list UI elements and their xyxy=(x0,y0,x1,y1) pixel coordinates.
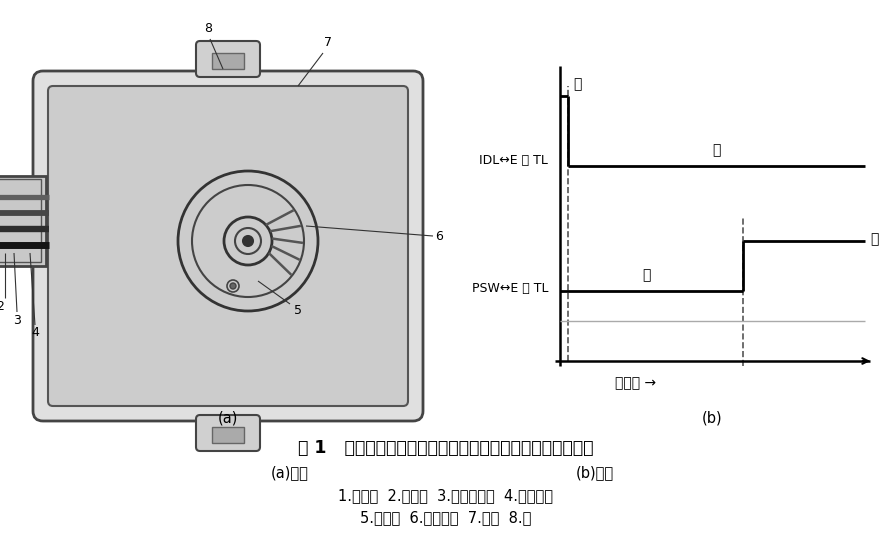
Text: 通: 通 xyxy=(573,77,581,91)
Text: (a): (a) xyxy=(218,410,238,425)
Text: 2: 2 xyxy=(0,300,4,312)
FancyBboxPatch shape xyxy=(196,415,260,451)
Text: 断: 断 xyxy=(713,143,721,157)
Polygon shape xyxy=(0,176,46,266)
Text: 图 1   开关量输出型节气门位置传感器的结构与电压输出信号: 图 1 开关量输出型节气门位置传感器的结构与电压输出信号 xyxy=(298,439,594,457)
Bar xyxy=(212,427,244,443)
Text: 4: 4 xyxy=(31,326,39,340)
Text: 8: 8 xyxy=(204,22,212,36)
Bar xyxy=(0,179,41,262)
FancyBboxPatch shape xyxy=(196,41,260,77)
Text: 通: 通 xyxy=(870,232,879,246)
FancyBboxPatch shape xyxy=(33,71,423,421)
Text: 7: 7 xyxy=(324,37,332,49)
Text: IDL↔E 或 TL: IDL↔E 或 TL xyxy=(480,155,548,167)
Text: (b): (b) xyxy=(702,410,722,425)
Text: (b)特性: (b)特性 xyxy=(576,465,614,480)
Text: 1.连接器  2.动触点  3.全负荷触点  4.急速触点: 1.连接器 2.动触点 3.全负荷触点 4.急速触点 xyxy=(338,489,554,504)
Circle shape xyxy=(243,236,253,246)
FancyBboxPatch shape xyxy=(48,86,408,406)
Text: 3: 3 xyxy=(13,314,21,326)
Bar xyxy=(212,53,244,69)
Text: 5: 5 xyxy=(294,305,302,317)
Text: (a)结构: (a)结构 xyxy=(271,465,309,480)
Text: 5.控制臂  6.节气门轴  7.凸轮  8.槽: 5.控制臂 6.节气门轴 7.凸轮 8.槽 xyxy=(360,510,531,525)
Text: 6: 6 xyxy=(435,230,443,242)
Text: 断: 断 xyxy=(643,268,651,282)
Circle shape xyxy=(230,283,236,289)
Text: PSW↔E 或 TL: PSW↔E 或 TL xyxy=(472,281,548,295)
Text: 节气门 →: 节气门 → xyxy=(615,376,656,390)
